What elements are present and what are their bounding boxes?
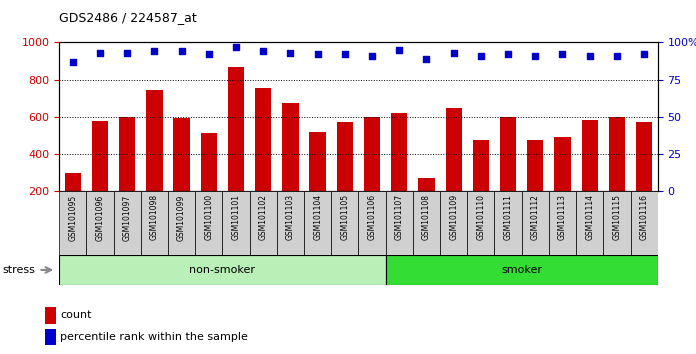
Bar <box>304 191 331 255</box>
Bar <box>549 191 576 255</box>
Bar <box>582 120 598 228</box>
Bar <box>445 108 462 228</box>
Bar <box>473 140 489 228</box>
Bar <box>391 113 407 228</box>
Text: GSM101099: GSM101099 <box>177 194 186 241</box>
Point <box>638 52 649 57</box>
Bar <box>576 191 603 255</box>
Point <box>285 50 296 56</box>
Text: GSM101101: GSM101101 <box>232 194 241 240</box>
Text: non-smoker: non-smoker <box>189 265 255 275</box>
Bar <box>467 191 494 255</box>
Text: GSM101113: GSM101113 <box>558 194 567 240</box>
Point <box>475 53 487 59</box>
Bar <box>141 191 168 255</box>
Bar <box>418 178 434 228</box>
Text: GSM101102: GSM101102 <box>259 194 268 240</box>
Text: smoker: smoker <box>501 265 542 275</box>
Text: GSM101097: GSM101097 <box>122 194 132 241</box>
Text: count: count <box>61 310 92 320</box>
Point <box>95 50 106 56</box>
Bar <box>603 191 631 255</box>
Text: GSM101100: GSM101100 <box>205 194 213 240</box>
Bar <box>609 117 625 228</box>
Bar <box>255 88 271 228</box>
Bar <box>440 191 467 255</box>
Point <box>122 50 133 56</box>
Text: GDS2486 / 224587_at: GDS2486 / 224587_at <box>59 11 197 24</box>
Point <box>584 53 595 59</box>
Bar <box>413 191 440 255</box>
Point <box>557 52 568 57</box>
Text: GSM101114: GSM101114 <box>585 194 594 240</box>
Text: GSM101112: GSM101112 <box>531 194 540 240</box>
Bar <box>119 117 135 228</box>
Bar <box>283 103 299 228</box>
Bar <box>146 90 163 228</box>
Text: GSM101111: GSM101111 <box>504 194 512 240</box>
Bar <box>277 191 304 255</box>
Bar <box>631 191 658 255</box>
Bar <box>45 329 56 345</box>
Text: GSM101098: GSM101098 <box>150 194 159 240</box>
Text: GSM101116: GSM101116 <box>640 194 649 240</box>
Point <box>68 59 79 65</box>
Bar <box>386 255 658 285</box>
Text: GSM101095: GSM101095 <box>68 194 77 241</box>
Point <box>339 52 350 57</box>
Point <box>367 53 378 59</box>
Text: GSM101115: GSM101115 <box>612 194 622 240</box>
Point <box>176 48 187 54</box>
Bar <box>195 191 223 255</box>
Text: percentile rank within the sample: percentile rank within the sample <box>61 332 248 342</box>
Bar <box>527 140 544 228</box>
Text: GSM101096: GSM101096 <box>95 194 104 241</box>
Bar <box>92 121 108 228</box>
Text: GSM101106: GSM101106 <box>367 194 377 240</box>
Bar <box>228 67 244 228</box>
Point <box>503 52 514 57</box>
Text: GSM101107: GSM101107 <box>395 194 404 240</box>
Bar <box>337 122 353 228</box>
Bar <box>59 255 386 285</box>
Bar <box>500 117 516 228</box>
Bar <box>636 122 652 228</box>
Bar <box>59 191 86 255</box>
Point <box>530 53 541 59</box>
Point <box>421 56 432 62</box>
Point <box>203 52 214 57</box>
Point <box>230 44 242 50</box>
Text: GSM101108: GSM101108 <box>422 194 431 240</box>
Bar <box>113 191 141 255</box>
Text: GSM101105: GSM101105 <box>340 194 349 240</box>
Bar <box>223 191 250 255</box>
Bar <box>358 191 386 255</box>
Bar <box>65 172 81 228</box>
Bar <box>200 133 217 228</box>
Bar <box>250 191 277 255</box>
Bar <box>173 118 190 228</box>
Bar <box>554 137 571 228</box>
Text: stress: stress <box>3 265 35 275</box>
Bar <box>522 191 549 255</box>
Text: GSM101103: GSM101103 <box>286 194 295 240</box>
Point <box>149 48 160 54</box>
Bar <box>386 191 413 255</box>
Bar <box>331 191 358 255</box>
Text: GSM101109: GSM101109 <box>449 194 458 240</box>
Point <box>258 48 269 54</box>
Bar <box>45 307 56 324</box>
Bar <box>86 191 113 255</box>
Point <box>312 52 323 57</box>
Text: GSM101110: GSM101110 <box>476 194 485 240</box>
Text: GSM101104: GSM101104 <box>313 194 322 240</box>
Bar <box>310 132 326 228</box>
Bar <box>168 191 195 255</box>
Point <box>394 47 405 53</box>
Point <box>448 50 459 56</box>
Bar <box>494 191 522 255</box>
Point <box>611 53 622 59</box>
Bar <box>364 117 380 228</box>
